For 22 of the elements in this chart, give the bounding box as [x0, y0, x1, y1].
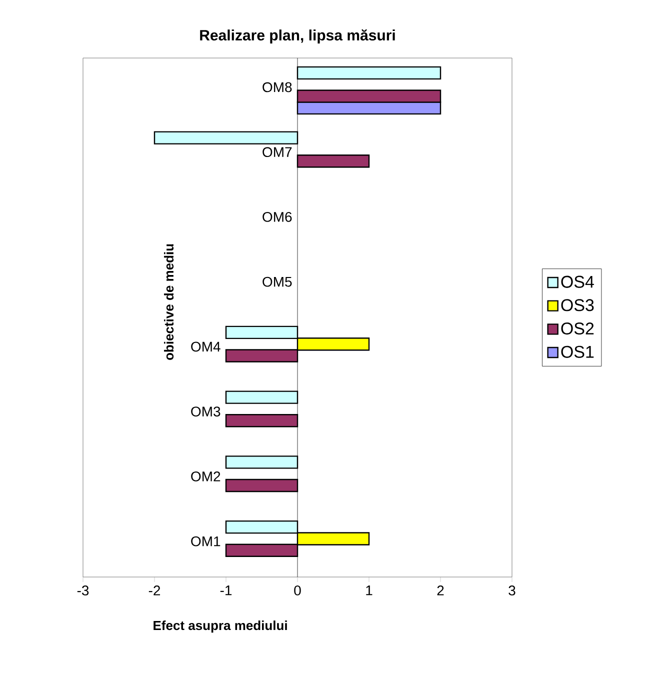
y-axis-title: obiective de mediu [164, 244, 174, 360]
x-tick-label: -1 [220, 586, 232, 596]
legend-label: OS3 [561, 299, 594, 312]
legend-label: OS1 [561, 346, 594, 358]
x-tick-label: 2 [437, 586, 444, 596]
y-tick-label: OM7 [262, 147, 292, 158]
x-tick-label: 3 [508, 586, 516, 596]
chart-title: Realizare plan, lipsa măsuri [200, 29, 395, 44]
y-tick-label: OM6 [262, 212, 292, 222]
x-tick-label: 1 [366, 586, 372, 596]
y-tick-label: OM2 [191, 471, 220, 482]
legend-label: OS4 [561, 276, 594, 288]
x-tick-label: 0 [294, 586, 301, 596]
y-tick-label: OM4 [191, 342, 220, 352]
x-tick-label: -2 [148, 586, 160, 596]
y-tick-label: OM3 [191, 406, 220, 417]
legend-label: OS2 [561, 322, 594, 335]
x-tick-label: -3 [77, 586, 89, 596]
y-tick-label: OM1 [191, 536, 220, 546]
x-axis-title: Efect asupra mediului [154, 620, 287, 633]
y-tick-label: OM5 [262, 276, 292, 287]
y-tick-label: OM8 [262, 82, 292, 92]
